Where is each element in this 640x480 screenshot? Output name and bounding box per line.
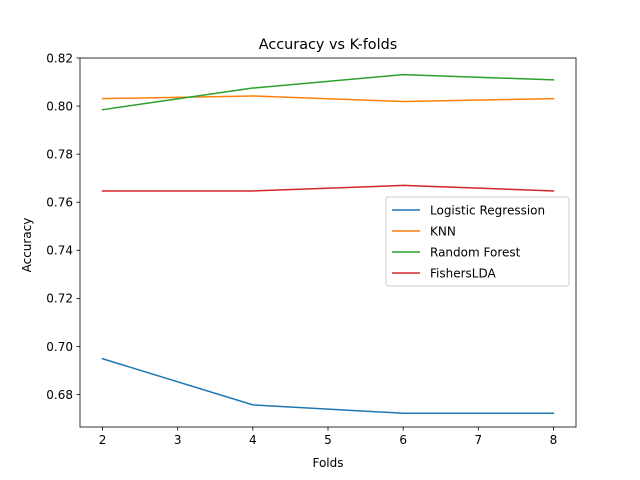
x-axis-title: Folds — [312, 456, 343, 470]
legend-label: Random Forest — [430, 245, 521, 259]
series-line-fisherslda — [101, 184, 555, 192]
series-line-random-forest — [101, 73, 555, 111]
x-tick-label: 5 — [324, 433, 332, 447]
x-tick-label: 4 — [249, 433, 257, 447]
y-tick-label: 0.70 — [46, 340, 73, 354]
plot-area: 2 3 4 5 6 7 8 0.68 0.70 0.72 0.74 0.76 0.78 0.80 0.82 — [46, 51, 577, 447]
y-tick-label: 0.80 — [46, 99, 73, 113]
y-tick-label: 0.68 — [46, 388, 73, 402]
y-tick-label: 0.72 — [46, 292, 73, 306]
legend: Logistic Regression KNN Random Forest Fishe… — [385, 196, 570, 287]
x-tick-label: 7 — [474, 433, 482, 447]
y-tick-label: 0.78 — [46, 147, 73, 161]
y-tick-label: 0.76 — [46, 196, 73, 210]
series-line-knn — [101, 95, 555, 103]
legend-label: KNN — [430, 224, 456, 238]
x-tick-label: 2 — [99, 433, 107, 447]
legend-label: FishersLDA — [430, 266, 497, 280]
legend-label: Logistic Regression — [430, 203, 545, 217]
x-tick-label: 3 — [174, 433, 182, 447]
chart-title: Accuracy vs K-folds — [259, 37, 397, 53]
series-line-logistic-regression — [101, 357, 555, 415]
x-tick-label: 8 — [550, 433, 558, 447]
y-tick-label: 0.74 — [46, 244, 73, 258]
x-tick-label: 6 — [399, 433, 407, 447]
y-tick-label: 0.82 — [46, 51, 73, 65]
legend-box — [385, 196, 570, 287]
y-axis-title: Accuracy — [20, 218, 34, 273]
